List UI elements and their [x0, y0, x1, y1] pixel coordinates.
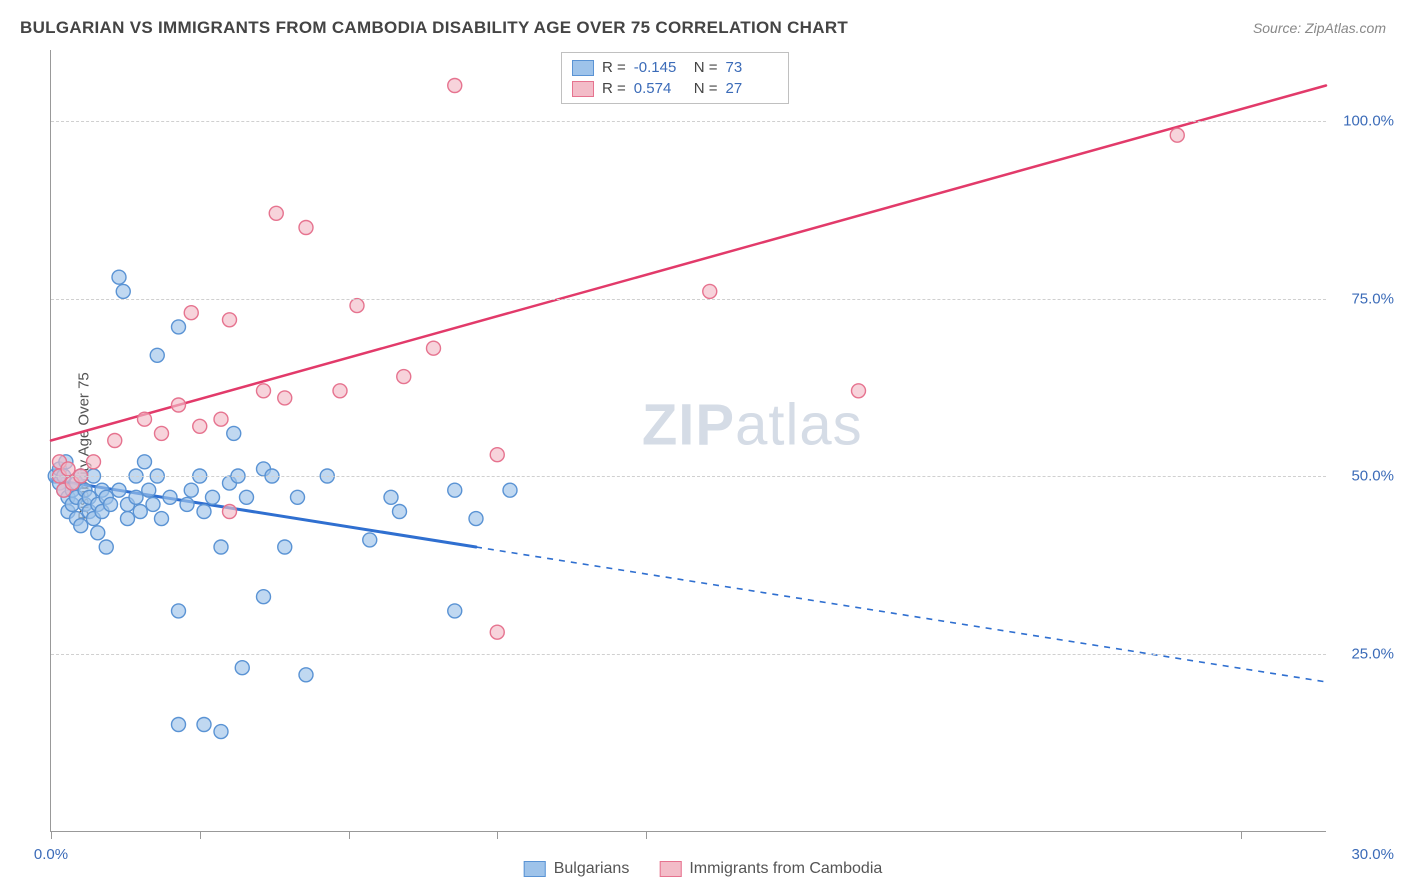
r-value: 0.574 — [634, 80, 686, 97]
x-tick — [1241, 831, 1242, 839]
bottom-legend-item: Bulgarians — [524, 860, 630, 878]
gridline-h — [51, 121, 1326, 122]
gridline-h — [51, 476, 1326, 477]
n-label: N = — [694, 80, 718, 97]
x-tick — [497, 831, 498, 839]
bottom-legend-item: Immigrants from Cambodia — [659, 860, 882, 878]
y-tick-label: 50.0% — [1351, 468, 1394, 485]
x-tick — [349, 831, 350, 839]
gridline-h — [51, 299, 1326, 300]
chart-source: Source: ZipAtlas.com — [1253, 20, 1386, 36]
n-value: 27 — [726, 80, 778, 97]
chart-plot-area: ZIPatlas R =-0.145N =73R =0.574N =27 25.… — [50, 50, 1326, 832]
x-tick — [646, 831, 647, 839]
legend-stats-box: R = -0.145 N = 73 R = 0.574 N = 27 — [561, 52, 789, 104]
chart-title: BULGARIAN VS IMMIGRANTS FROM CAMBODIA DI… — [20, 18, 848, 38]
legend-swatch — [572, 81, 594, 97]
y-tick-label: 75.0% — [1351, 290, 1394, 307]
gridline-h — [51, 654, 1326, 655]
scatter-svg — [51, 50, 1326, 831]
x-tick — [51, 831, 52, 839]
chart-header: BULGARIAN VS IMMIGRANTS FROM CAMBODIA DI… — [20, 18, 1386, 38]
legend-label: Immigrants from Cambodia — [689, 860, 882, 878]
legend-swatch — [572, 60, 594, 76]
n-value: 73 — [726, 59, 778, 76]
legend-stats-row: R = 0.574 N = 27 — [572, 78, 778, 99]
y-tick-label: 100.0% — [1343, 113, 1394, 130]
n-label: N = — [694, 59, 718, 76]
r-label: R = — [602, 80, 626, 97]
legend-swatch — [659, 861, 681, 877]
r-value: -0.145 — [634, 59, 686, 76]
legend-stats-row: R = -0.145 N = 73 — [572, 57, 778, 78]
bottom-legend: Bulgarians Immigrants from Cambodia — [524, 860, 883, 878]
x-tick-label-left: 0.0% — [34, 846, 68, 863]
legend-swatch — [524, 861, 546, 877]
x-tick-label-right: 30.0% — [1351, 846, 1394, 863]
legend-label: Bulgarians — [554, 860, 630, 878]
x-tick — [200, 831, 201, 839]
r-label: R = — [602, 59, 626, 76]
y-tick-label: 25.0% — [1351, 645, 1394, 662]
